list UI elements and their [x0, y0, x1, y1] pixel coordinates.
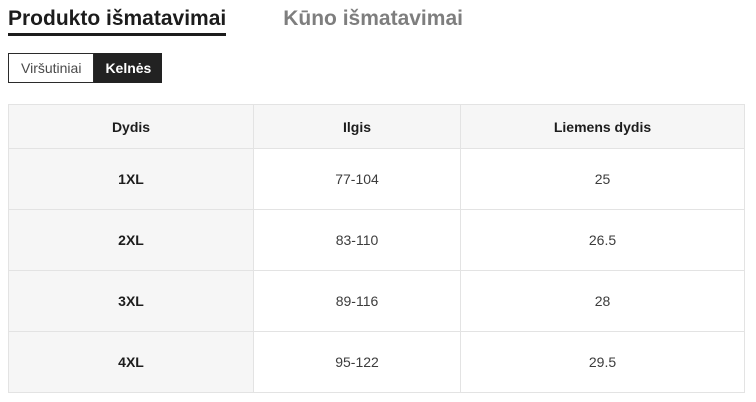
column-header-size: Dydis	[8, 104, 254, 149]
length-cell: 77-104	[253, 148, 461, 210]
waist-cell: 26.5	[460, 209, 745, 271]
table-row: 2XL 83-110 26.5	[8, 209, 745, 271]
size-table: Dydis Ilgis Liemens dydis 1XL 77-104 25 …	[8, 104, 745, 393]
tab-body-measurements[interactable]: Kūno išmatavimai	[283, 7, 463, 30]
table-row: 3XL 89-116 28	[8, 270, 745, 332]
size-cell: 2XL	[8, 209, 254, 271]
table-row: 1XL 77-104 25	[8, 148, 745, 210]
toggle-tops-button[interactable]: Viršutiniai	[8, 53, 95, 83]
size-cell: 1XL	[8, 148, 254, 210]
measurement-tabs: Produkto išmatavimai Kūno išmatavimai	[8, 8, 748, 36]
size-cell: 3XL	[8, 270, 254, 332]
column-header-length: Ilgis	[253, 104, 461, 149]
table-row: 4XL 95-122 29.5	[8, 331, 745, 393]
garment-category-toggle: Viršutiniai Kelnės	[8, 53, 748, 83]
length-cell: 95-122	[253, 331, 461, 393]
waist-cell: 25	[460, 148, 745, 210]
tab-product-measurements[interactable]: Produkto išmatavimai	[8, 8, 227, 36]
toggle-pants-button[interactable]: Kelnės	[94, 53, 163, 83]
table-header-row: Dydis Ilgis Liemens dydis	[8, 104, 745, 149]
waist-cell: 29.5	[460, 331, 745, 393]
length-cell: 83-110	[253, 209, 461, 271]
column-header-waist: Liemens dydis	[460, 104, 745, 149]
size-cell: 4XL	[8, 331, 254, 393]
waist-cell: 28	[460, 270, 745, 332]
length-cell: 89-116	[253, 270, 461, 332]
